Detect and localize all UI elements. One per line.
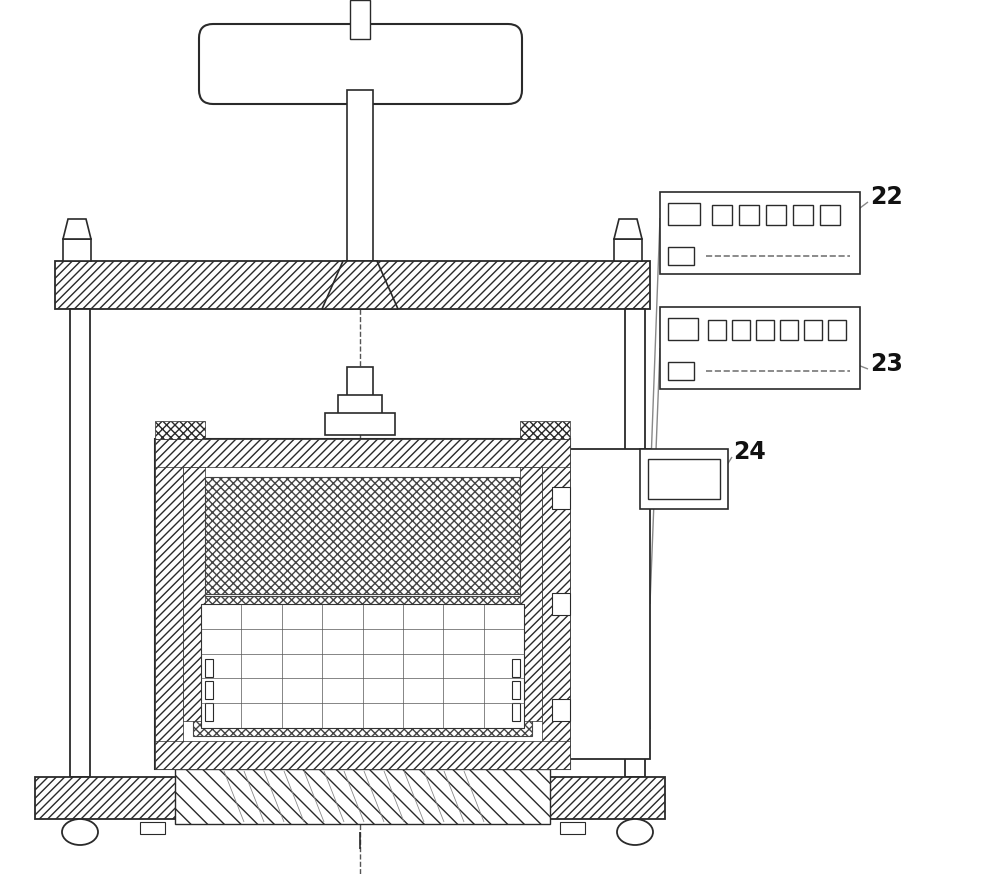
Text: 23: 23 (870, 352, 903, 376)
Bar (155, 741, 570, 769)
Bar (793, 205, 813, 225)
Bar (35, 777, 665, 819)
Bar (512, 659, 520, 677)
Bar (668, 362, 694, 380)
Bar (732, 320, 750, 340)
Bar (338, 395, 382, 415)
Bar (512, 681, 520, 699)
Ellipse shape (62, 819, 98, 845)
Bar (625, 309, 645, 777)
Bar (155, 421, 205, 439)
Bar (820, 205, 840, 225)
Bar (512, 703, 520, 721)
Bar (648, 459, 720, 499)
Bar (780, 320, 798, 340)
Bar (712, 205, 732, 225)
Text: 22: 22 (870, 185, 903, 209)
Bar (668, 318, 698, 340)
Bar (552, 699, 570, 721)
Bar (520, 421, 570, 439)
Bar (766, 205, 786, 225)
Bar (347, 367, 373, 397)
Bar (155, 439, 183, 769)
Polygon shape (63, 219, 91, 239)
Bar (828, 320, 846, 340)
Bar (347, 90, 373, 261)
Polygon shape (614, 219, 642, 239)
Bar (140, 822, 165, 834)
Bar (640, 449, 728, 509)
Bar (560, 822, 585, 834)
Bar (708, 320, 726, 340)
Bar (614, 239, 642, 261)
Bar (520, 467, 542, 721)
Bar (175, 769, 550, 824)
Bar (542, 439, 570, 769)
Bar (668, 203, 700, 225)
Bar (552, 487, 570, 509)
Bar (70, 309, 90, 777)
Bar (201, 604, 524, 728)
Bar (205, 681, 213, 699)
Bar (660, 192, 860, 274)
Bar (155, 439, 570, 467)
Bar (63, 239, 91, 261)
Bar (660, 307, 860, 389)
Bar (570, 449, 650, 759)
Bar (183, 467, 205, 721)
Polygon shape (322, 261, 398, 309)
Bar (804, 320, 822, 340)
FancyBboxPatch shape (199, 24, 522, 104)
Bar (205, 477, 520, 594)
Bar (193, 596, 532, 736)
Bar (739, 205, 759, 225)
Ellipse shape (617, 819, 653, 845)
Bar (756, 320, 774, 340)
Bar (350, 0, 370, 39)
Bar (552, 593, 570, 615)
Bar (205, 659, 213, 677)
Text: 24: 24 (733, 440, 766, 464)
Bar (668, 247, 694, 265)
Bar (155, 439, 570, 769)
Bar (325, 413, 395, 435)
Bar (205, 703, 213, 721)
Bar (55, 261, 650, 309)
